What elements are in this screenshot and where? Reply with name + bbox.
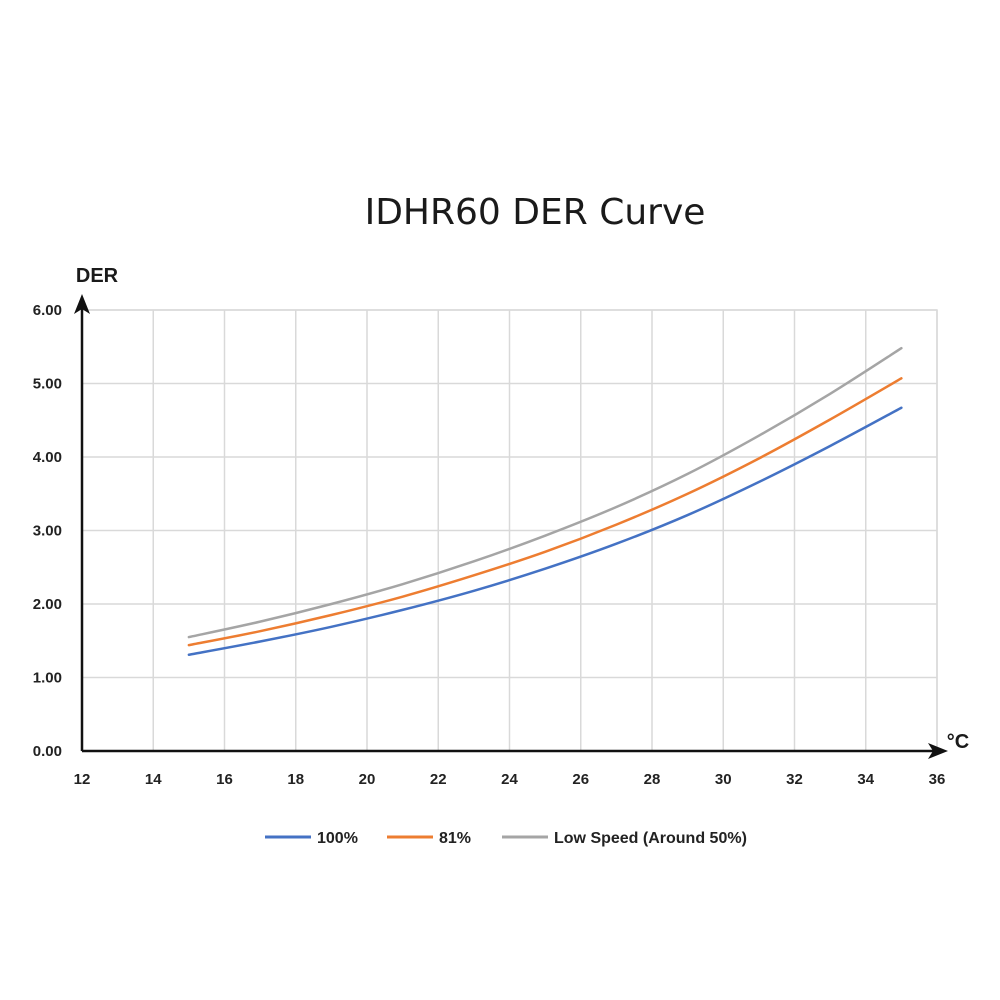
x-axis-arrow (928, 743, 948, 759)
x-tick-label: 34 (857, 771, 874, 788)
x-tick-label: 30 (715, 771, 732, 788)
y-tick-label: 0.00 (33, 743, 62, 760)
x-tick-label: 32 (786, 771, 803, 788)
series-line-1 (187, 377, 903, 647)
chart-title: IDHR60 DER Curve (365, 192, 706, 233)
x-axis-label: °C (947, 731, 969, 753)
y-axis-arrow (74, 294, 90, 314)
y-axis-label: DER (76, 265, 119, 287)
axes (74, 294, 948, 759)
series-line-0 (187, 406, 903, 656)
y-tick-label: 1.00 (33, 670, 62, 687)
x-tick-label: 20 (359, 771, 376, 788)
x-tick-label: 18 (287, 771, 304, 788)
x-tick-label: 26 (572, 771, 589, 788)
x-tick-label: 12 (74, 771, 91, 788)
tick-labels: 12 14 16 18 20 22 24 26 28 30 32 34 36 0.00 1.00 2.00 3.… (33, 302, 946, 788)
x-tick-label: 36 (929, 771, 946, 788)
y-tick-label: 6.00 (33, 302, 62, 319)
x-tick-label: 14 (145, 771, 162, 788)
legend-label: Low Speed (Around 50%) (554, 830, 747, 847)
y-tick-label: 3.00 (33, 523, 62, 540)
legend-label: 81% (439, 830, 471, 847)
legend: 100% 81% Low Speed (Around 50%) (265, 830, 747, 847)
legend-label: 100% (317, 830, 358, 847)
series-group (187, 346, 903, 656)
y-tick-label: 5.00 (33, 376, 62, 393)
y-tick-label: 4.00 (33, 449, 62, 466)
x-tick-label: 28 (644, 771, 661, 788)
y-tick-label: 2.00 (33, 596, 62, 613)
x-tick-label: 16 (216, 771, 233, 788)
x-tick-label: 22 (430, 771, 447, 788)
series-line-2 (187, 346, 903, 639)
x-tick-label: 24 (501, 771, 518, 788)
grid (81, 309, 938, 752)
